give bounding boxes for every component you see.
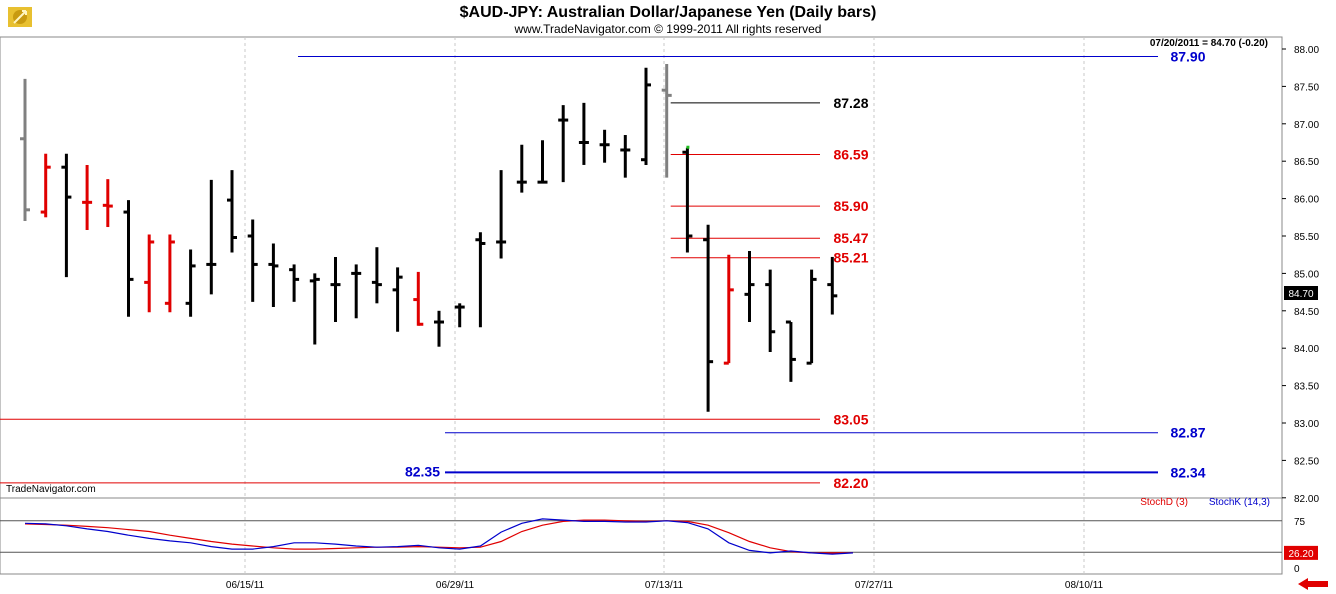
- ohlc-bar: [785, 320, 796, 382]
- price-tick-label: 85.50: [1294, 232, 1319, 243]
- ohlc-bar: [578, 102, 589, 165]
- ohlc-bar: [661, 63, 672, 178]
- ohlc-bar: [496, 170, 507, 259]
- ohlc-bar: [537, 140, 548, 184]
- ohlc-bar: [392, 267, 403, 332]
- last-price-marker: 84.70: [1284, 286, 1318, 300]
- level-label: 85.90: [833, 198, 868, 214]
- stochastic-oscillator: 7525026.20: [0, 517, 1318, 575]
- ohlc-bar: [20, 78, 30, 222]
- stoch-tick-label: 75: [1294, 517, 1306, 528]
- date-tick-label: 07/27/11: [855, 580, 894, 591]
- level-label: 82.34: [1170, 464, 1205, 480]
- ohlc-bar: [827, 256, 838, 315]
- ohlc-bar: [289, 264, 300, 302]
- ohlc-bar: [723, 254, 734, 365]
- ohlc-bar: [413, 271, 424, 326]
- ohlc-bar: [806, 269, 817, 365]
- ohlc-bar: [454, 303, 465, 328]
- app-logo-icon: [8, 7, 32, 27]
- price-bars: [20, 63, 838, 412]
- date-tick-label: 06/15/11: [226, 580, 265, 591]
- ohlc-bar: [599, 129, 610, 163]
- ohlc-bar: [123, 200, 134, 317]
- level-label: 87.28: [833, 95, 868, 111]
- date-tick-label: 06/29/11: [436, 580, 475, 591]
- ohlc-bar: [185, 249, 196, 317]
- ohlc-bar: [227, 170, 237, 253]
- price-readout: 07/20/2011 = 84.70 (-0.20): [1150, 38, 1268, 49]
- stoch-k-line: [24, 518, 854, 555]
- stoch-tick-label: 0: [1294, 564, 1300, 575]
- date-tick-label: 08/10/11: [1065, 580, 1104, 591]
- level-label: 86.59: [833, 146, 868, 162]
- stoch-k-legend: StochK (14,3): [1209, 497, 1270, 508]
- date-axis: 06/15/11 06/29/11 07/13/11 07/27/11 08/10/11: [226, 580, 1104, 591]
- scroll-left-arrow-icon[interactable]: [1298, 578, 1328, 590]
- ohlc-bar: [641, 67, 651, 165]
- ohlc-bar: [744, 250, 755, 323]
- level-label: 85.21: [833, 250, 868, 266]
- price-tick-label: 83.50: [1294, 382, 1319, 393]
- price-tick-label: 87.00: [1294, 120, 1319, 131]
- ohlc-bar: [82, 164, 93, 231]
- price-tick-label: 84.00: [1294, 344, 1319, 355]
- price-tick-label: 87.50: [1294, 82, 1319, 93]
- ohlc-bar: [765, 269, 776, 352]
- chart-subtitle: www.TradeNavigator.com © 1999-2011 All r…: [514, 22, 822, 36]
- ohlc-bar: [40, 153, 51, 218]
- level-label: 82.87: [1170, 425, 1205, 441]
- price-tick-label: 88.00: [1294, 45, 1319, 56]
- watermark: TradeNavigator.com: [6, 484, 96, 495]
- price-tick-label: 82.50: [1294, 456, 1319, 467]
- ohlc-bar: [434, 310, 444, 347]
- ohlc-bar: [620, 135, 631, 178]
- ohlc-bar: [371, 247, 382, 304]
- ohlc-bar: [330, 256, 341, 323]
- level-label: 82.20: [833, 475, 868, 491]
- date-tick-label: 07/13/11: [645, 580, 684, 591]
- level-label: 83.05: [833, 411, 868, 427]
- ohlc-bar: [703, 224, 714, 412]
- ohlc-bar: [247, 219, 258, 302]
- price-tick-label: 85.00: [1294, 269, 1319, 280]
- ohlc-bar: [164, 234, 175, 313]
- stoch-value: 26.20: [1288, 549, 1313, 560]
- ohlc-bar: [309, 273, 320, 345]
- price-tick-label: 86.00: [1294, 195, 1319, 206]
- ohlc-bar: [682, 147, 693, 253]
- level-label: 87.90: [1170, 48, 1205, 64]
- stoch-d-legend: StochD (3): [1140, 497, 1188, 508]
- price-tick-label: 84.50: [1294, 307, 1319, 318]
- ohlc-bar: [102, 179, 113, 228]
- ohlc-bar: [268, 243, 279, 308]
- chart-title: $AUD-JPY: Australian Dollar/Japanese Yen…: [460, 4, 877, 21]
- ohlc-bar: [61, 153, 72, 278]
- ohlc-bar: [144, 234, 155, 313]
- last-price-value: 84.70: [1288, 289, 1313, 300]
- ohlc-bar: [516, 144, 527, 193]
- stoch-value-box: [1284, 545, 1318, 560]
- price-tick-label: 86.50: [1294, 157, 1319, 168]
- signal-marker: [686, 145, 690, 149]
- ohlc-bar: [206, 179, 217, 295]
- price-tick-label: 82.00: [1294, 494, 1319, 505]
- level-lines: 87.90 87.28 86.59 85.90 85.47 85.21 83.05 82.87…: [0, 48, 1206, 491]
- ohlc-bar: [475, 232, 486, 328]
- price-tick-label: 83.00: [1294, 419, 1319, 430]
- ohlc-bar: [351, 264, 362, 319]
- ohlc-bar: [558, 105, 569, 183]
- price-axis: 88.00 87.50 87.00 86.50 86.00 85.50 85.00 84.50…: [1282, 45, 1319, 505]
- level-label: 85.47: [833, 230, 868, 246]
- level-label: 82.35: [405, 464, 440, 480]
